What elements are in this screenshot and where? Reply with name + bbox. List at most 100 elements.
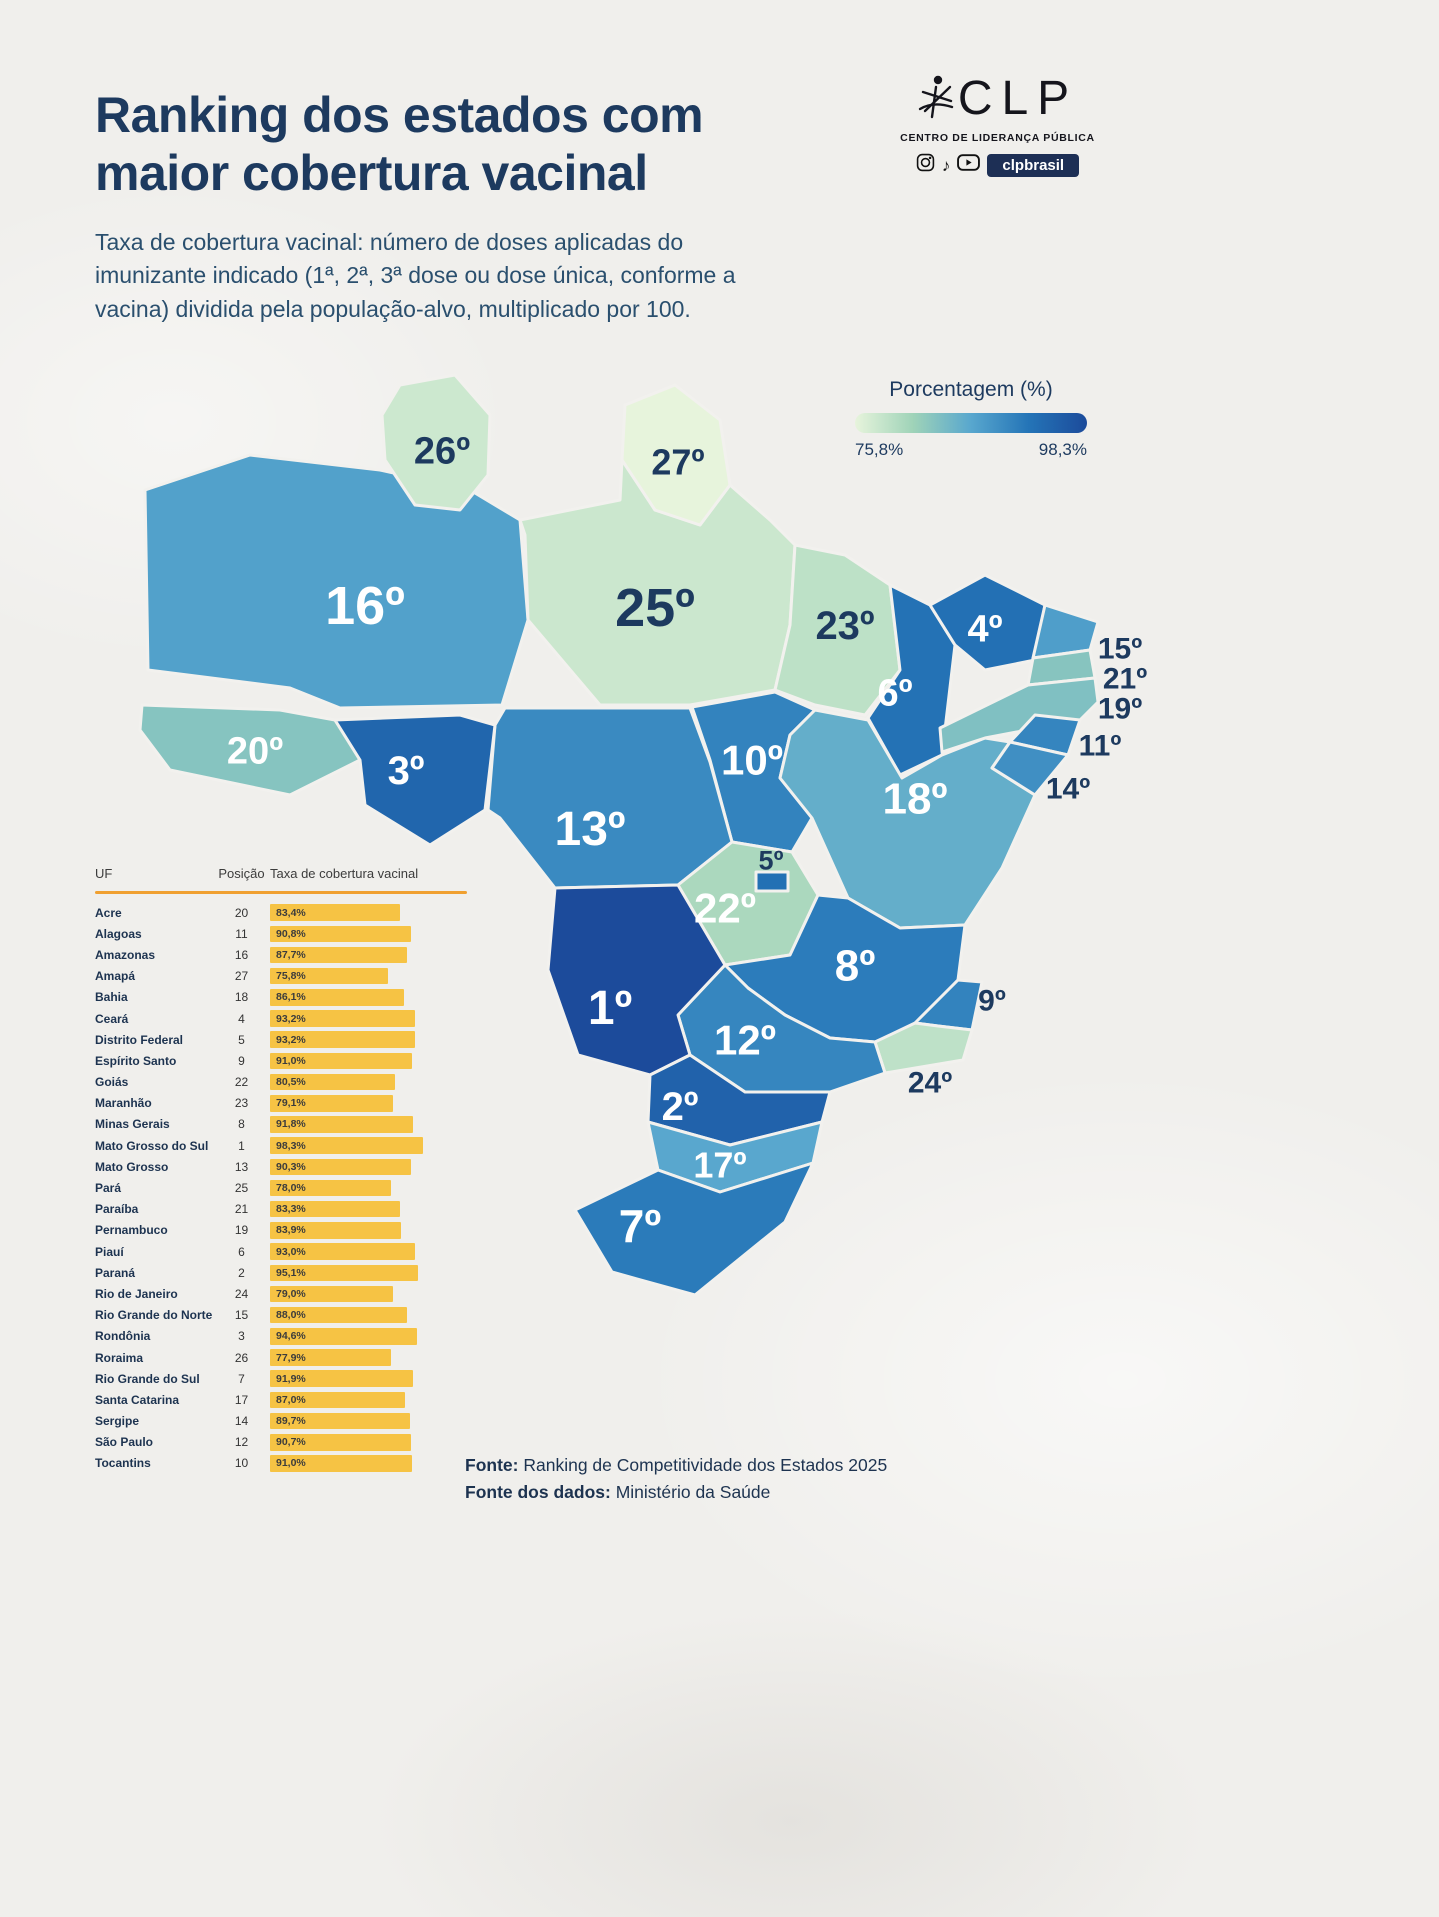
state-name: Alagoas <box>95 926 142 941</box>
state-rank-label-se: 14º <box>1046 773 1090 806</box>
state-rank-label-sc: 17º <box>693 1145 746 1186</box>
state-rate: 78,0% <box>276 1182 306 1195</box>
state-name: Piauí <box>95 1244 124 1259</box>
state-name: Rio Grande do Sul <box>95 1371 200 1386</box>
title-line-2: maior cobertura vacinal <box>95 145 648 201</box>
data-source-line: Fonte dos dados: Ministério da Saúde <box>465 1479 887 1506</box>
table-row: Mato Grosso do Sul 1 98,3% <box>95 1135 467 1156</box>
state-rate: 79,0% <box>276 1287 306 1300</box>
table-row: Pará 25 78,0% <box>95 1177 467 1198</box>
state-position: 26 <box>234 1350 249 1365</box>
rate-bar: 91,0% <box>270 1052 412 1070</box>
table-row: Acre 20 83,4% <box>95 902 467 923</box>
state-rank-label-ro: 3º <box>388 749 425 793</box>
table-row: Bahia 18 86,1% <box>95 987 467 1008</box>
state-position: 5 <box>238 1032 245 1047</box>
state-rank-label-ma: 23º <box>815 604 874 648</box>
clp-logo-text: CLP <box>957 72 1079 125</box>
state-position: 24 <box>234 1286 249 1301</box>
state-shape-rr <box>380 373 492 512</box>
state-rate: 80,5% <box>276 1076 306 1089</box>
tiktok-icon[interactable]: ♪ <box>941 155 951 175</box>
state-name: Rio Grande do Norte <box>95 1308 213 1323</box>
rate-bar-track: 95,1% <box>270 1264 467 1282</box>
rate-bar-track: 93,0% <box>270 1243 467 1260</box>
social-handle[interactable]: clpbrasil <box>987 153 1080 177</box>
rate-bar-track: 79,1% <box>270 1095 467 1112</box>
rate-bar: 93,2% <box>270 1010 416 1027</box>
column-header-rate: Taxa de cobertura vacinal <box>270 866 419 881</box>
table-row: Espírito Santo 9 91,0% <box>95 1050 467 1071</box>
youtube-icon[interactable] <box>957 154 981 176</box>
state-rate: 90,7% <box>276 1436 306 1449</box>
table-row: Minas Gerais 8 91,8% <box>95 1114 467 1135</box>
state-name: Bahia <box>95 990 128 1005</box>
state-rank-label-pb: 21º <box>1103 663 1147 696</box>
social-row: ♪ clpbrasil <box>916 153 1080 177</box>
state-rate: 89,7% <box>276 1415 306 1428</box>
state-rank-label-am: 16º <box>325 576 405 636</box>
state-position: 23 <box>234 1096 249 1111</box>
rate-bar-track: 87,0% <box>270 1391 467 1409</box>
rate-bar: 75,8% <box>270 967 388 985</box>
map-legend: Porcentagem (%) 75,8% 98,3% <box>855 378 1087 460</box>
state-rate: 83,3% <box>276 1203 306 1216</box>
state-name: Maranhão <box>95 1096 152 1111</box>
state-rate: 90,8% <box>276 927 306 940</box>
rate-bar: 88,0% <box>270 1306 407 1324</box>
table-row: Amazonas 16 87,7% <box>95 944 467 965</box>
state-rate: 93,2% <box>276 1012 306 1025</box>
state-name: Espírito Santo <box>95 1053 177 1068</box>
legend-labels: 75,8% 98,3% <box>855 440 1087 460</box>
state-name: Ceará <box>95 1011 129 1026</box>
clp-logo: CLP CENTRO DE LIDERANÇA PÚBLICA ♪ clpbra… <box>895 72 1100 177</box>
state-rank-label-rs: 7º <box>619 1200 662 1252</box>
state-position: 21 <box>234 1202 249 1217</box>
rate-bar: 83,9% <box>270 1222 401 1239</box>
rate-bar-track: 87,7% <box>270 946 467 964</box>
state-name: Paraná <box>95 1265 136 1280</box>
source-text: Ranking de Competitividade dos Estados 2… <box>523 1455 888 1475</box>
ranking-table: UF Posição Taxa de cobertura vacinal Acr… <box>95 866 467 1474</box>
rate-bar: 98,3% <box>270 1137 423 1154</box>
state-rate: 75,8% <box>276 970 306 983</box>
state-position: 1 <box>238 1138 245 1153</box>
table-header: UF Posição Taxa de cobertura vacinal <box>95 866 467 891</box>
state-rank-label-df: 5º <box>759 845 784 875</box>
rate-bar: 95,1% <box>270 1264 418 1282</box>
rate-bar: 77,9% <box>270 1349 392 1366</box>
state-rate: 90,3% <box>276 1160 306 1173</box>
state-shape-ro <box>333 713 497 847</box>
state-name: Mato Grosso do Sul <box>95 1138 209 1153</box>
clp-logo-row: CLP <box>917 72 1079 125</box>
footer: Fonte: Ranking de Competitividade dos Es… <box>465 1452 887 1506</box>
rate-bar-track: 77,9% <box>270 1349 467 1366</box>
rate-bar: 90,7% <box>270 1434 412 1451</box>
table-row: Rio de Janeiro 24 79,0% <box>95 1283 467 1304</box>
state-rate: 86,1% <box>276 991 306 1004</box>
table-row: Pernambuco 19 83,9% <box>95 1220 467 1241</box>
state-rate: 88,0% <box>276 1309 306 1322</box>
state-position: 10 <box>234 1456 249 1471</box>
state-position: 27 <box>234 969 249 984</box>
rate-bar: 90,3% <box>270 1158 411 1176</box>
state-rank-label-al: 11º <box>1079 730 1122 763</box>
state-rate: 77,9% <box>276 1351 306 1364</box>
state-shape-ac <box>138 703 362 797</box>
header: Ranking dos estados com maior cobertura … <box>95 86 835 326</box>
state-position: 22 <box>234 1075 249 1090</box>
rate-bar: 87,0% <box>270 1391 406 1409</box>
rate-bar: 79,1% <box>270 1095 394 1112</box>
instagram-icon[interactable] <box>916 153 935 177</box>
page-title: Ranking dos estados com maior cobertura … <box>95 86 835 202</box>
state-rate: 98,3% <box>276 1139 306 1152</box>
state-rate: 93,0% <box>276 1245 306 1258</box>
rate-bar: 91,0% <box>270 1455 412 1472</box>
table-row: Ceará 4 93,2% <box>95 1008 467 1029</box>
table-row: São Paulo 12 90,7% <box>95 1432 467 1453</box>
state-position: 2 <box>238 1265 245 1280</box>
rate-bar-track: 83,9% <box>270 1222 467 1239</box>
state-position: 7 <box>238 1371 245 1386</box>
state-position: 20 <box>234 905 249 920</box>
